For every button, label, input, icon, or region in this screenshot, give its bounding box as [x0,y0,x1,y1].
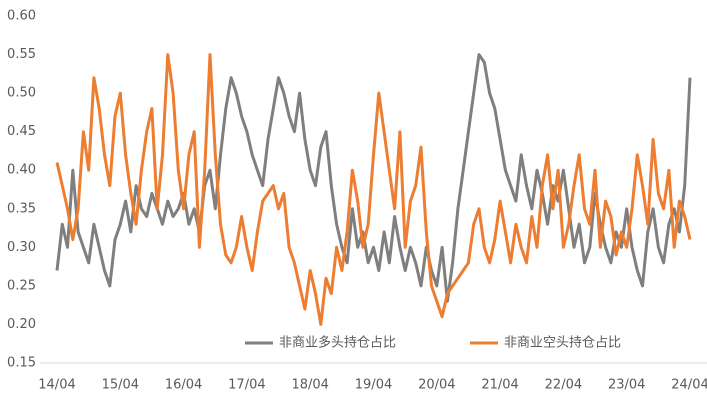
y-tick-label: 0.55 [7,47,36,62]
x-tick-label: 15/04 [102,378,139,393]
y-tick-label: 0.60 [7,9,36,24]
y-tick-label: 0.30 [7,240,36,255]
y-tick-label: 0.20 [7,317,36,332]
legend-label: 非商业多头持仓占比 [279,335,396,351]
x-tick-label: 23/04 [608,378,645,393]
x-tick-label: 24/04 [671,378,707,393]
y-tick-label: 0.25 [7,278,36,293]
x-tick-label: 19/04 [355,378,392,393]
x-tick-label: 18/04 [291,378,328,393]
series-line [55,53,692,326]
x-tick-label: 22/04 [545,378,582,393]
x-tick-label: 14/04 [38,378,75,393]
x-tick-label: 17/04 [228,378,265,393]
x-tick-label: 21/04 [481,378,518,393]
x-tick-label: 16/04 [165,378,202,393]
y-tick-label: 0.15 [7,356,36,371]
y-tick-label: 0.40 [7,163,36,178]
y-tick-label: 0.45 [7,124,36,139]
x-tick-label: 20/04 [418,378,455,393]
y-tick-label: 0.35 [7,201,36,216]
legend-label: 非商业空头持仓占比 [504,336,621,351]
series-line [55,53,692,303]
y-tick-label: 0.50 [7,86,36,101]
